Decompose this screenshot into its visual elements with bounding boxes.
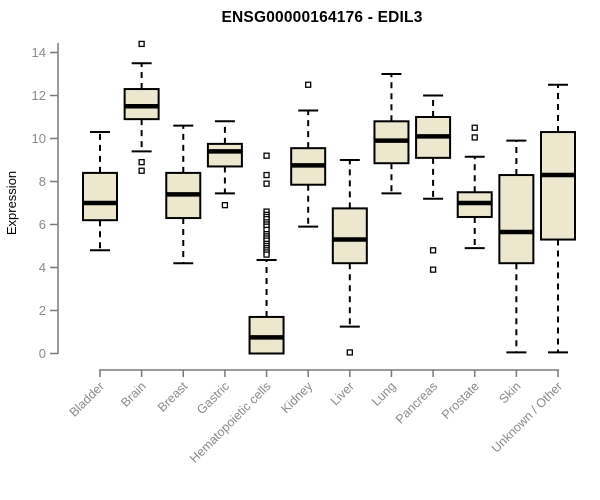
boxplot-liver [331, 159, 368, 356]
outlier-point [471, 124, 478, 131]
outlier-point [305, 81, 312, 88]
boxplot-hematopoietic-cells [248, 152, 285, 355]
outlier-point [221, 201, 229, 209]
outlier-point [346, 349, 353, 356]
y-axis-label: Expression [4, 171, 19, 235]
x-tick-label: Hematopoietic cells [187, 379, 274, 466]
outlier-point [263, 171, 270, 179]
x-tick-label: Pancreas [393, 379, 440, 426]
outlier-point [138, 40, 145, 48]
boxplot-lung [373, 73, 410, 195]
x-tick-label: Skin [496, 379, 523, 406]
x-tick-label: Lung [369, 379, 399, 409]
boxplot-kidney [290, 81, 327, 228]
y-tick-label: 6 [39, 217, 46, 232]
box-iqr [498, 174, 535, 265]
y-tick-label: 10 [32, 131, 46, 146]
outlier-point [263, 251, 270, 258]
y-tick-label: 8 [39, 174, 46, 189]
boxplot-pancreas [415, 94, 452, 273]
outlier-point [263, 152, 270, 159]
y-tick-label: 0 [39, 346, 46, 361]
boxplot-breast [165, 124, 202, 265]
boxplot-prostate [456, 124, 493, 250]
x-tick-label: Bladder [67, 379, 107, 419]
outlier-point [429, 247, 437, 254]
x-tick-label: Brain [118, 379, 149, 410]
y-tick-label: 12 [32, 88, 46, 103]
box-iqr [331, 207, 368, 265]
boxplot-gastric [206, 120, 243, 209]
x-tick-label: Kidney [278, 379, 315, 416]
x-tick-label: Unknown / Other [489, 379, 565, 455]
outlier-point [263, 180, 270, 187]
x-tick-label: Gastric [194, 379, 232, 417]
outlier-point [471, 134, 478, 141]
box-iqr [540, 131, 576, 241]
box-iqr [82, 171, 118, 222]
y-tick-label: 2 [39, 303, 46, 318]
chart-title: ENSG00000164176 - EDIL3 [221, 9, 422, 26]
plot-area: 0 2 4 6 8 10 12 14 Bladder Brain Breast GastricHema… [32, 40, 576, 466]
boxplot-skin [498, 139, 535, 354]
x-tick-label: Prostate [439, 379, 482, 422]
outlier-point [429, 266, 437, 273]
box-iqr [206, 142, 243, 168]
boxplot-unknown-other [540, 83, 576, 354]
x-tick-label: Breast [155, 379, 191, 415]
y-tick-label: 4 [39, 260, 46, 275]
outlier-point [138, 158, 145, 166]
boxplot-brain [123, 40, 160, 174]
x-tick-label: Liver [328, 379, 357, 408]
y-tick-label: 14 [32, 45, 46, 60]
boxplot-bladder [82, 131, 118, 252]
outlier-point [138, 167, 145, 174]
